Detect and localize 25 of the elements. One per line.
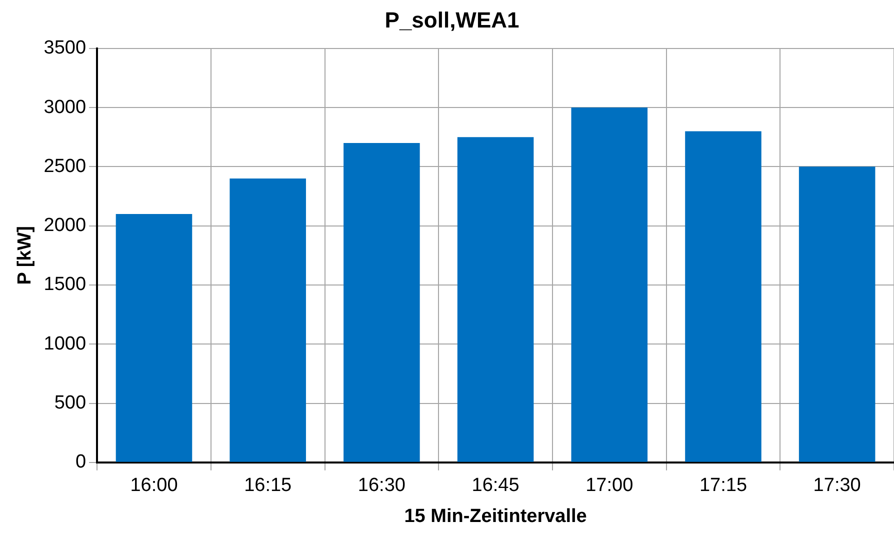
bar [230,178,306,462]
x-tick-label: 16:30 [358,475,406,496]
y-tick-label: 1000 [44,333,86,354]
bar [798,166,876,462]
x-tick-label: 17:30 [813,475,861,496]
y-tick-label: 0 [75,452,86,473]
y-tick-label: 500 [54,392,86,414]
x-tick-label: 16:00 [130,475,178,496]
y-tick-label: 1500 [44,274,86,296]
chart-title: P_soll,WEA1 [384,7,520,32]
x-tick-label: 16:45 [472,475,520,496]
y-tick-label: 3000 [44,96,86,118]
y-tick-label: 2500 [44,156,86,177]
bar [685,131,762,462]
x-axis-title: 15 Min-Zeitintervalle [404,506,587,527]
bar [116,214,192,462]
y-tick-label: 2000 [44,215,86,236]
bar [344,143,420,462]
x-tick-label: 17:00 [586,475,634,496]
x-tick-label: 16:15 [244,475,292,496]
y-axis-title: P [kW] [14,226,36,285]
bar [457,137,534,462]
bar [571,108,648,462]
y-tick-label: 3500 [44,38,86,59]
x-tick-label: 17:15 [699,475,747,496]
